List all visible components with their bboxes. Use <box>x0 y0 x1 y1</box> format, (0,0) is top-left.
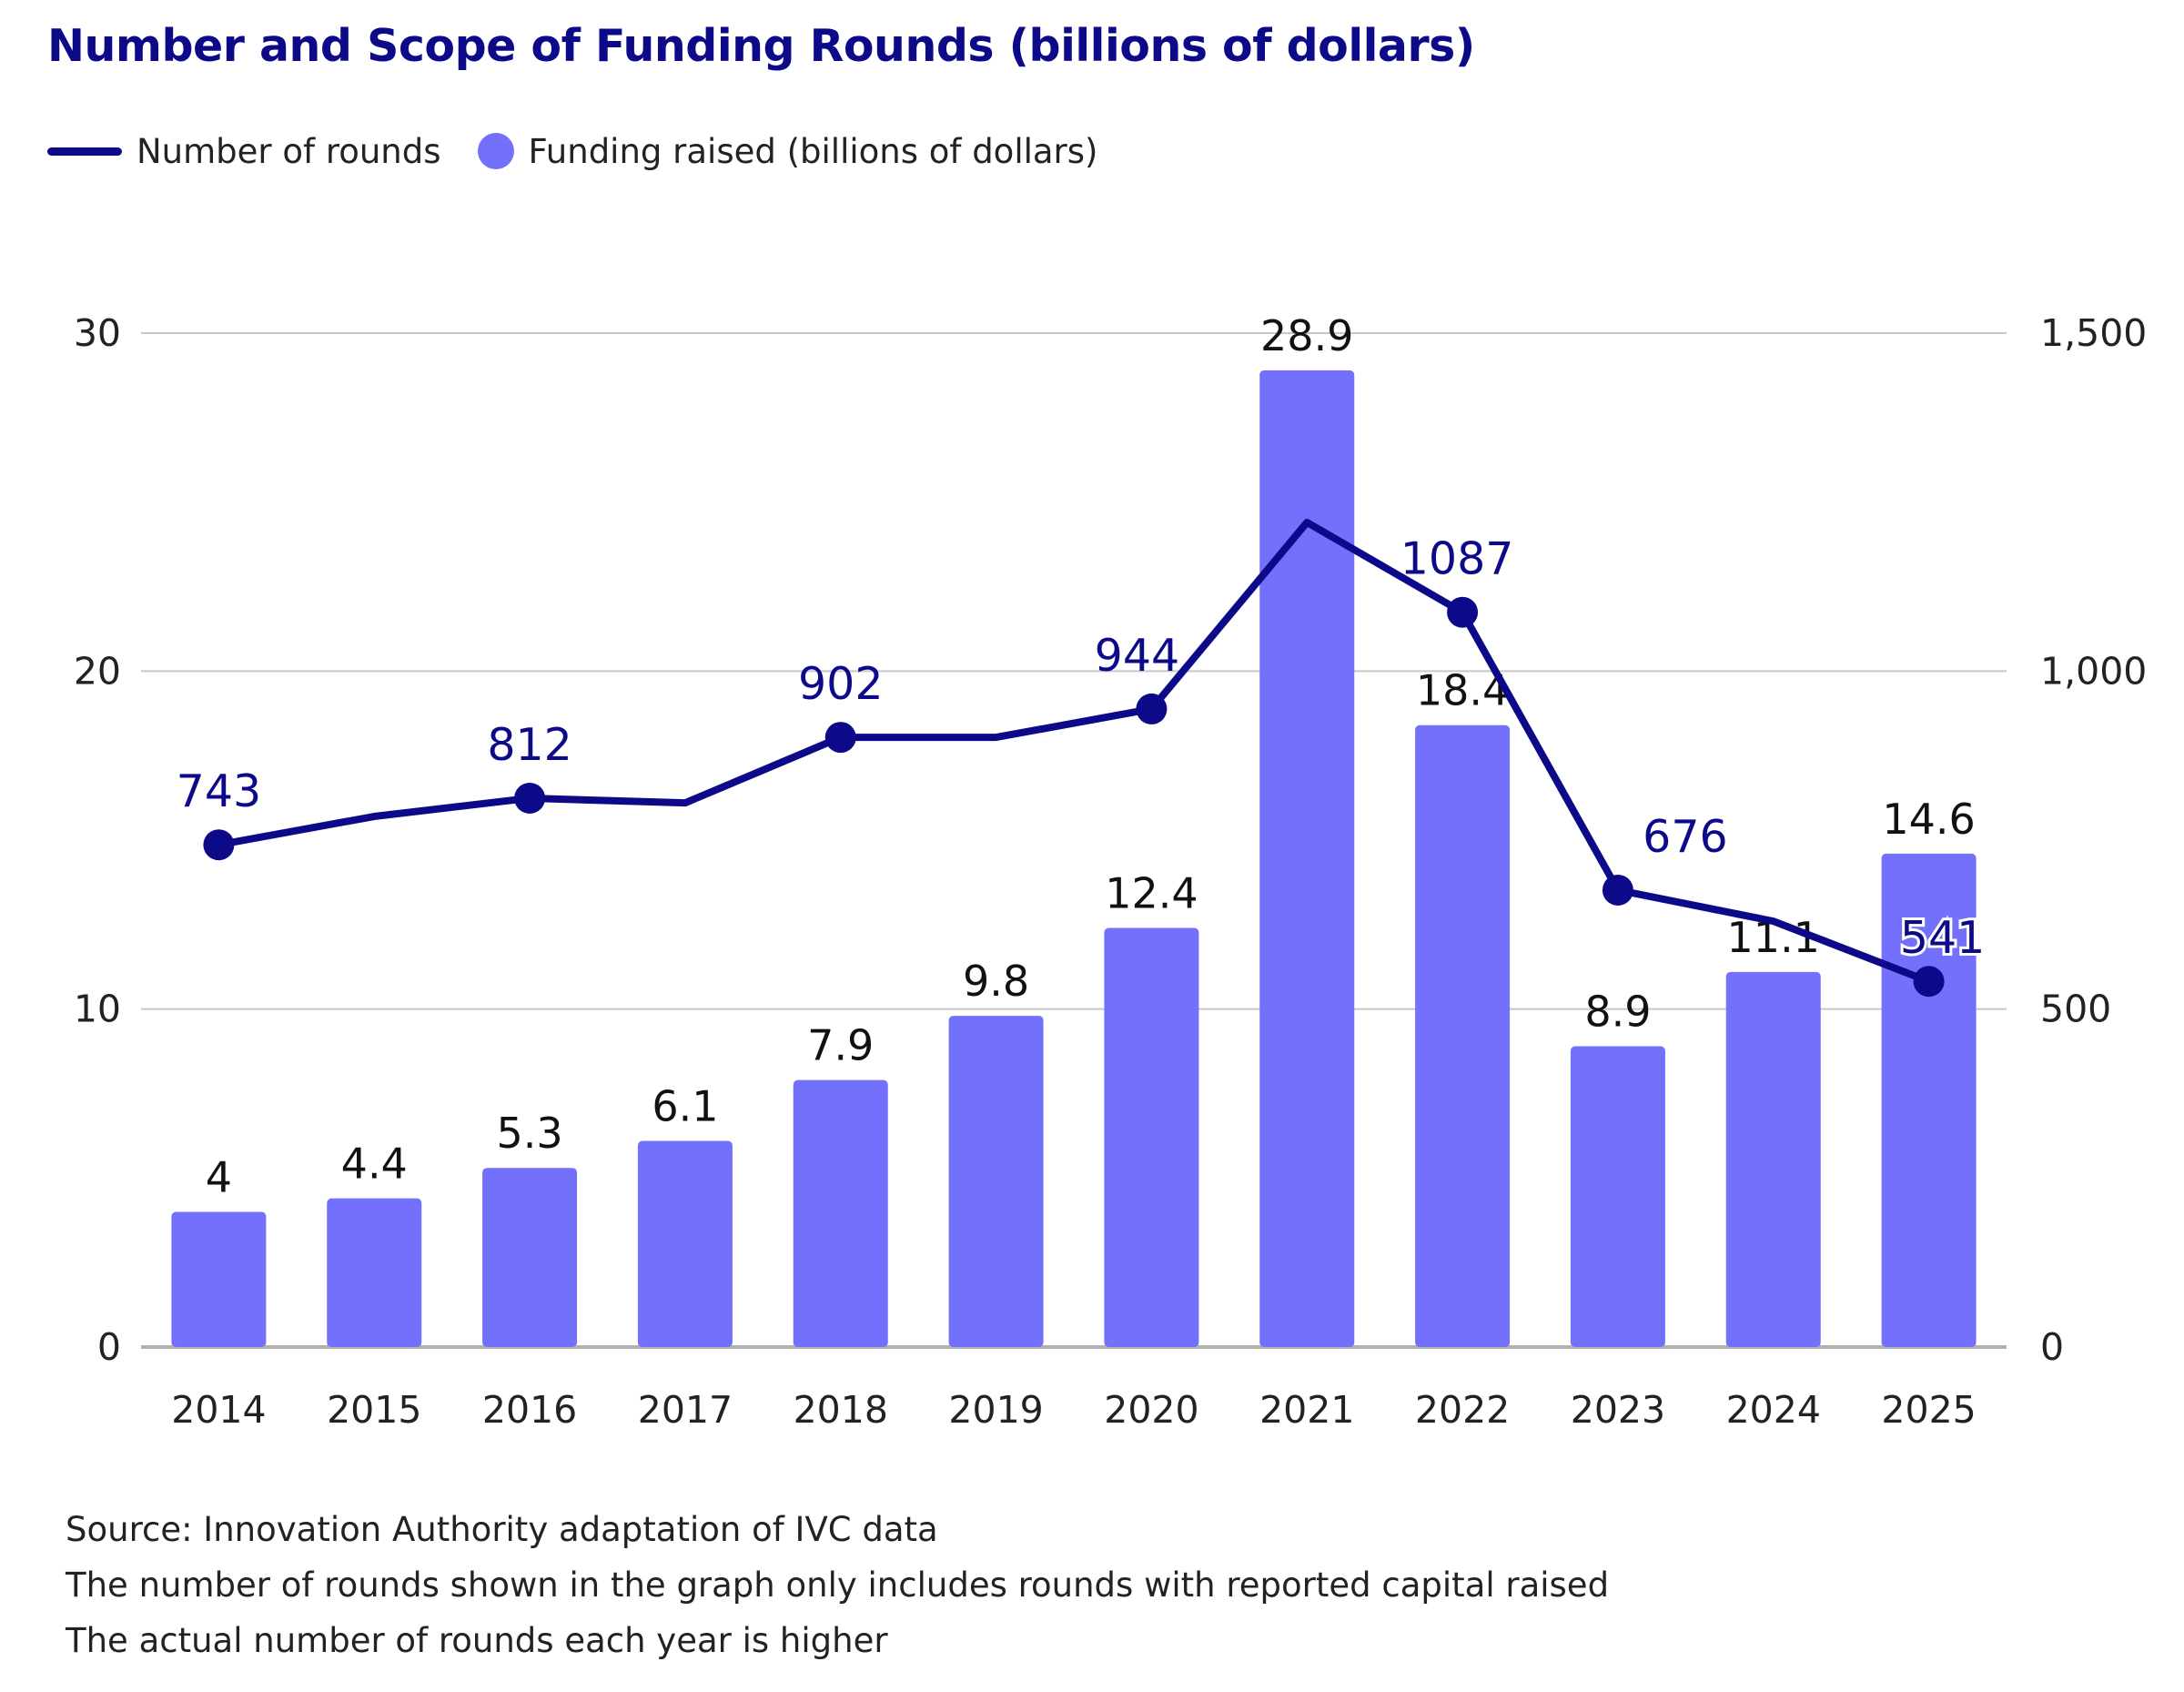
line-value-label: 944 <box>1095 630 1180 682</box>
funding-bar <box>327 1198 422 1347</box>
rounds-line <box>215 518 1933 986</box>
funding-bar <box>1725 971 1821 1347</box>
chart-legend: Number of rounds Funding raised (billion… <box>47 126 1134 177</box>
legend-label-rounds: Number of rounds <box>136 131 441 171</box>
left-tick-label: 20 <box>74 649 121 693</box>
line-value-label: 541 <box>1900 912 1986 964</box>
line-series <box>203 518 1945 998</box>
bar-value-label: 14.6 <box>1882 795 1975 844</box>
funding-bar <box>793 1079 888 1347</box>
legend-line-swatch <box>47 147 122 156</box>
funding-bar <box>1259 370 1355 1347</box>
funding-bar <box>1104 927 1199 1347</box>
bar-value-label: 12.4 <box>1105 869 1198 918</box>
bar-value-label: 8.9 <box>1584 988 1651 1037</box>
bar-value-label: 4.4 <box>341 1140 408 1189</box>
right-tick-label: 500 <box>2040 988 2111 1031</box>
line-labels: 743 812 902 944 1087 676 541 <box>177 533 1988 967</box>
rounds-marker <box>1447 596 1479 628</box>
x-tick-label: 2020 <box>1104 1388 1198 1432</box>
footnote-actual-note: The actual number of rounds each year is… <box>66 1621 888 1660</box>
bar-labels: 4 4.45.36.17.99.812.428.918.48.911.114.6 <box>206 311 1976 1202</box>
left-tick-label: 10 <box>74 988 121 1031</box>
x-tick-label: 2014 <box>171 1388 266 1432</box>
line-value-label: 1087 <box>1400 533 1514 585</box>
legend-item-funding: Funding raised (billions of dollars) <box>477 131 1098 171</box>
funding-bar <box>948 1016 1044 1347</box>
line-value-label: 812 <box>487 719 572 771</box>
right-tick-label: 0 <box>2040 1325 2064 1369</box>
x-tick-label: 2017 <box>638 1388 733 1432</box>
x-tick-label: 2023 <box>1571 1388 1665 1432</box>
legend-dot-swatch <box>477 133 514 169</box>
right-axis: 0 500 1,000 1,500 <box>2040 311 2147 1369</box>
gridlines <box>141 332 2007 1349</box>
footnote-rounds-note: The number of rounds shown in the graph … <box>66 1565 1610 1605</box>
x-tick-label: 2021 <box>1259 1388 1354 1432</box>
right-tick-label: 1,500 <box>2040 311 2147 355</box>
line-value-label: 902 <box>798 658 884 710</box>
x-tick-label: 2022 <box>1415 1388 1510 1432</box>
funding-bar <box>171 1211 267 1347</box>
line-value-label: 743 <box>177 765 262 817</box>
x-tick-label: 2024 <box>1726 1388 1821 1432</box>
funding-bar <box>482 1168 578 1347</box>
x-tick-label: 2016 <box>482 1388 577 1432</box>
footnotes: Source: Innovation Authority adaptation … <box>66 1502 1609 1668</box>
x-tick-label: 2018 <box>794 1388 888 1432</box>
funding-bar <box>1881 853 1977 1347</box>
chart-title: Number and Scope of Funding Rounds (bill… <box>47 20 1475 72</box>
footnote-source: Source: Innovation Authority adaptation … <box>66 1510 938 1549</box>
right-tick-label: 1,000 <box>2040 649 2147 693</box>
line-value-label: 676 <box>1643 811 1728 863</box>
bar-value-label: 9.8 <box>963 957 1029 1006</box>
left-axis: 0 10 20 30 <box>74 311 121 1369</box>
rounds-marker <box>1913 966 1945 998</box>
left-tick-label: 0 <box>97 1325 121 1369</box>
bar-value-label: 7.9 <box>807 1021 874 1070</box>
bar-value-label: 4 <box>206 1152 232 1201</box>
x-tick-label: 2025 <box>1881 1388 1976 1432</box>
rounds-marker <box>1136 693 1168 724</box>
left-tick-label: 30 <box>74 311 121 355</box>
bar-series <box>171 370 1977 1347</box>
funding-bar <box>637 1140 733 1347</box>
bar-value-label: 28.9 <box>1260 311 1353 360</box>
rounds-marker <box>824 722 856 754</box>
legend-item-rounds: Number of rounds <box>47 132 441 171</box>
rounds-marker <box>1602 874 1633 906</box>
x-tick-label: 2019 <box>948 1388 1043 1432</box>
rounds-marker <box>203 829 235 861</box>
funding-bar <box>1570 1046 1665 1347</box>
legend-label-funding: Funding raised (billions of dollars) <box>528 131 1098 171</box>
rounds-marker <box>514 782 546 814</box>
funding-bar <box>1415 724 1511 1347</box>
x-tick-label: 2015 <box>327 1388 421 1432</box>
bar-value-label: 6.1 <box>652 1081 718 1130</box>
bar-value-label: 5.3 <box>497 1109 563 1158</box>
x-axis: 2014 2015 2016 2017 2018 2019 2020 2021 2022 2023… <box>171 1388 1977 1432</box>
